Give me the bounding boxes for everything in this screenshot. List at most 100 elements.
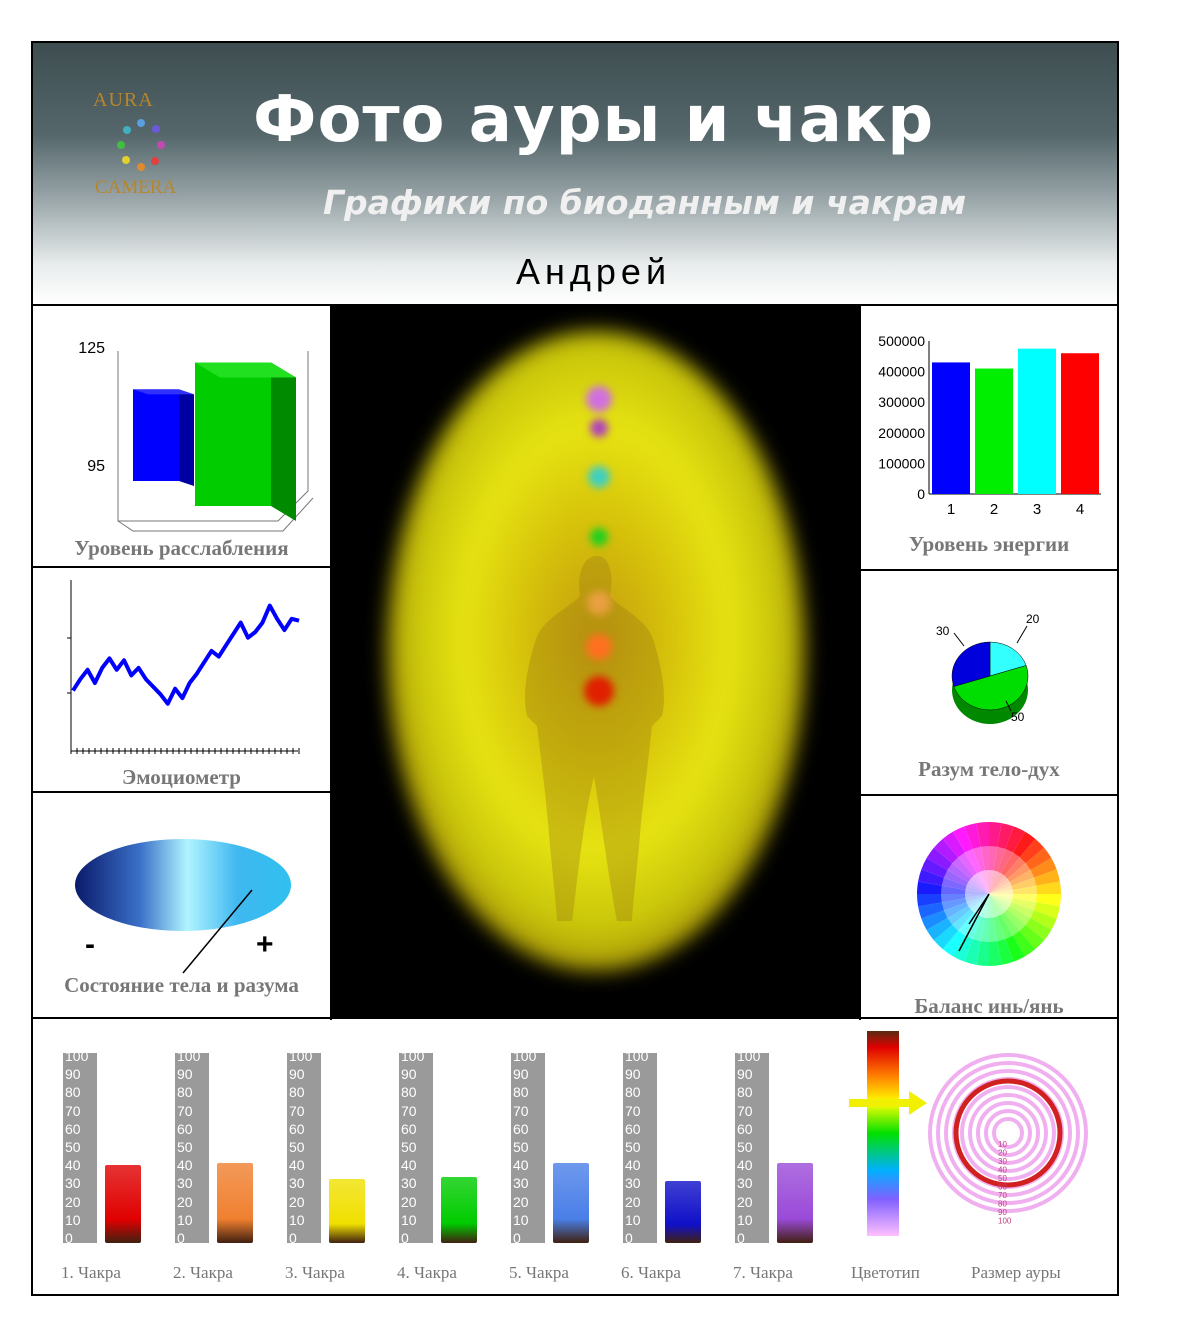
page-title: Фото ауры и чакр — [253, 83, 935, 157]
wheel-segment — [1005, 826, 1025, 853]
energy-xtick: 4 — [1076, 501, 1084, 518]
aura-size-tick: 100 — [998, 1217, 1012, 1226]
divider — [861, 569, 1117, 571]
chakra-scale-tick: 10 — [177, 1211, 193, 1228]
wheel-segment — [966, 894, 989, 906]
colortype-label: Цветотип — [851, 1263, 920, 1282]
wheel-segment — [989, 894, 998, 918]
chakra-label-5: 5. Чакра — [509, 1263, 569, 1282]
color-wheel — [917, 822, 1061, 966]
chakra-scale-tick: 20 — [65, 1193, 81, 1210]
chakra-scale-tick: 80 — [289, 1084, 305, 1101]
chakra-scale: 100 90 80 70 60 50 40 30 20 10 0 — [735, 1048, 769, 1246]
energy-caption: Уровень энергии — [908, 532, 1070, 556]
chakra-scale-tick: 50 — [737, 1139, 753, 1155]
divider — [33, 791, 330, 793]
chakra-scale-tick: 20 — [289, 1193, 305, 1210]
wheel-segment — [1030, 910, 1057, 930]
wheel-segment — [976, 941, 989, 966]
chakra-scale-tick: 40 — [625, 1157, 641, 1174]
chakra-scale-tick: 50 — [177, 1139, 193, 1155]
aura-size-marker-ring — [953, 1078, 1063, 1188]
wheel-segment — [964, 939, 981, 965]
chakra-scale-tick: 70 — [289, 1102, 305, 1119]
wheel-segment — [989, 870, 998, 894]
chakra-label-3: 3. Чакра — [285, 1263, 345, 1282]
chakra-scale-tick: 90 — [289, 1066, 305, 1083]
chakra-scale-tick: 80 — [401, 1084, 417, 1101]
wheel-segment — [980, 870, 989, 894]
chakra-scale-tick: 80 — [737, 1084, 753, 1101]
chakra-label-1: 1. Чакра — [61, 1263, 121, 1282]
aura-size-ring — [960, 1085, 1056, 1181]
pie-slice-20 — [989, 641, 1027, 677]
chakra-scale-tick: 30 — [513, 1175, 529, 1192]
chakra-scale: 100 90 80 70 60 50 40 30 20 10 0 — [287, 1048, 321, 1246]
pie-label: 20 — [1026, 612, 1040, 626]
energy-ytick: 100000 — [878, 455, 925, 471]
chakra-scale-tick: 0 — [625, 1230, 633, 1246]
emotiometer-chart — [67, 580, 300, 754]
chakra-scale-tick: 20 — [513, 1193, 529, 1210]
energy-ytick: 300000 — [878, 394, 925, 410]
divider — [859, 306, 861, 1020]
energy-panel: 0 100000 200000 300000 400000 500000 1 2 3 4 Уров… — [861, 306, 1117, 569]
energy-ytick: 400000 — [878, 364, 925, 380]
colortype-scale — [849, 1031, 927, 1236]
wheel-segment — [943, 870, 969, 886]
chakra-scale-tick: 50 — [513, 1139, 529, 1155]
relaxation-bar-side-2 — [271, 362, 296, 521]
chakra-scale-tick: 30 — [625, 1175, 641, 1192]
body-mind-gauge — [75, 839, 291, 974]
wheel-segment — [941, 877, 967, 890]
wheel-segment — [997, 914, 1013, 940]
chakra-scale-tick: 90 — [401, 1066, 417, 1083]
chakra-bar-2 — [217, 1162, 253, 1243]
wheel-segment — [958, 852, 977, 876]
chakra-scale-tick: 50 — [401, 1139, 417, 1155]
body-mind-panel: - + Состояние тела и разума — [33, 793, 330, 1017]
wheel-segment — [1011, 898, 1037, 911]
chakra-scale-tick: 40 — [401, 1157, 417, 1174]
chakra-scale-tick: 40 — [177, 1157, 193, 1174]
wheel-segment — [953, 826, 973, 853]
wheel-segment — [980, 917, 989, 942]
chakra-scale-tick: 10 — [65, 1211, 81, 1228]
wheel-segment — [973, 873, 989, 894]
chakra-scale-tick: 10 — [625, 1211, 641, 1228]
aura-size-tick: 80 — [998, 1200, 1007, 1209]
chakra-scale-tick: 100 — [289, 1048, 313, 1064]
wheel-segment — [993, 846, 1006, 872]
aura-size-ring — [944, 1069, 1072, 1197]
wheel-segment — [1001, 852, 1020, 876]
aura-chakra-dot-2 — [590, 419, 608, 437]
wheel-segment — [989, 822, 1002, 847]
wheel-segment — [1001, 912, 1020, 936]
wheel-segment — [1004, 909, 1026, 931]
chakra-scale-tick: 80 — [65, 1084, 81, 1101]
chakra-scale-tick: 60 — [513, 1120, 529, 1137]
aura-chakra-dot-1 — [586, 386, 612, 412]
chakra-scale-tick: 80 — [177, 1084, 193, 1101]
body-mind-caption: Состояние тела и разума — [64, 973, 299, 997]
wheel-segment — [968, 894, 989, 910]
aura-size-ring — [984, 1109, 1032, 1157]
energy-xtick: 1 — [947, 501, 955, 518]
chakra-scale-tick: 100 — [401, 1048, 425, 1064]
wheel-segment — [965, 894, 989, 903]
wheel-pointer — [958, 893, 990, 952]
chakra-bar-3 — [329, 1179, 365, 1243]
wheel-segment — [933, 838, 959, 864]
wheel-segment — [984, 894, 989, 918]
page-subtitle: Графики по биоданным и чакрам — [323, 183, 967, 222]
chakra-scale-tick: 0 — [289, 1230, 297, 1246]
chakra-scale-tick: 90 — [513, 1066, 529, 1083]
chakra-scale-tick: 20 — [401, 1193, 417, 1210]
wheel-segment — [1019, 924, 1045, 950]
aura-size-label: Размер ауры — [971, 1263, 1061, 1282]
wheel-segment — [989, 917, 998, 942]
wheel-segment — [993, 916, 1006, 942]
aura-size-tick: 40 — [998, 1166, 1007, 1175]
emotiometer-caption: Эмоциометр — [122, 765, 241, 789]
header-banner: AURA CAMERA Фото ауры и чакр Графики по … — [33, 43, 1117, 306]
